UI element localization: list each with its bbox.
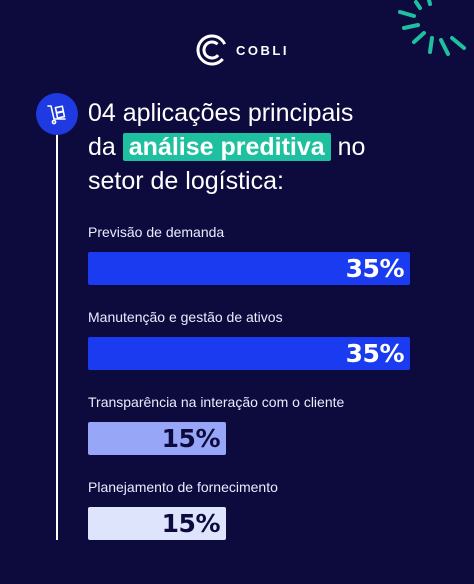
hand-truck-badge bbox=[36, 93, 78, 135]
rays-decoration-icon bbox=[398, 0, 466, 56]
title-line-3: setor de logística: bbox=[88, 167, 284, 195]
bar-track: 35% bbox=[88, 252, 418, 285]
bar-category-label: Planejamento de fornecimento bbox=[88, 479, 278, 495]
bar-track: 35% bbox=[88, 337, 418, 370]
bar-category-label: Transparência na interação com o cliente bbox=[88, 394, 345, 410]
bar-value-label: 15% bbox=[161, 424, 221, 453]
brand-name: COBLI bbox=[236, 42, 289, 58]
title-line-2: da análise preditiva no bbox=[88, 130, 464, 164]
bar-category-label: Previsão de demanda bbox=[88, 224, 225, 240]
brand-logo: COBLI bbox=[196, 30, 306, 70]
bar-value-label: 35% bbox=[345, 339, 405, 368]
bar bbox=[88, 422, 226, 455]
bar-track: 15% bbox=[88, 507, 418, 540]
bar bbox=[88, 252, 410, 285]
cobli-logo-icon bbox=[196, 34, 228, 66]
title-highlight: análise preditiva bbox=[122, 133, 331, 161]
title-line-2-pre: da bbox=[88, 133, 116, 161]
bar-track: 15% bbox=[88, 422, 418, 455]
timeline-line bbox=[56, 100, 58, 540]
title-line-2-post: no bbox=[337, 133, 366, 161]
bar-group: Planejamento de fornecimento 15% bbox=[88, 477, 418, 540]
title-line-1: 04 aplicações principais bbox=[88, 99, 354, 127]
bar-value-label: 15% bbox=[161, 509, 221, 538]
bar-category-label: Manutenção e gestão de ativos bbox=[88, 309, 283, 325]
page-title: 04 aplicações principais da análise pred… bbox=[88, 96, 464, 198]
bar bbox=[88, 507, 226, 540]
bar-group: Previsão de demanda 35% bbox=[88, 222, 418, 285]
bar-group: Transparência na interação com o cliente… bbox=[88, 392, 418, 455]
bar-group: Manutenção e gestão de ativos 35% bbox=[88, 307, 418, 370]
bar bbox=[88, 337, 410, 370]
bar-value-label: 35% bbox=[345, 254, 405, 283]
hand-truck-icon bbox=[47, 105, 66, 125]
